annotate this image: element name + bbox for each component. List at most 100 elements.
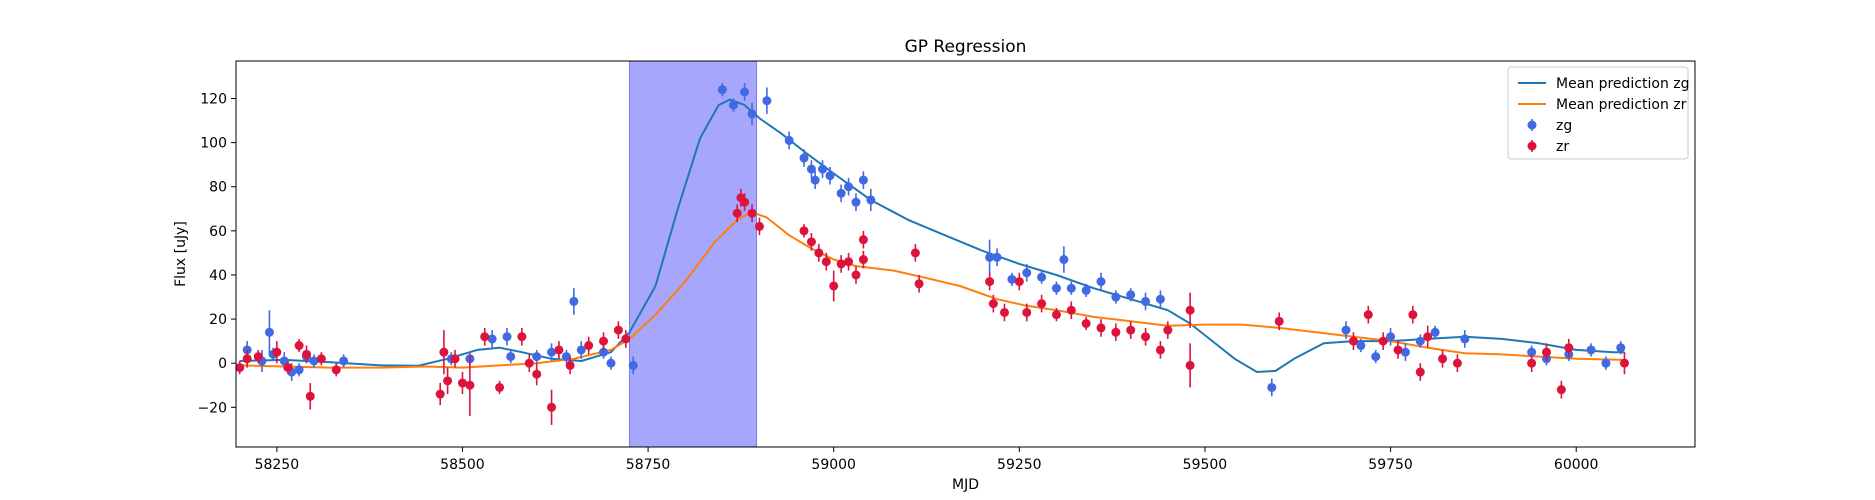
x-tick-label-2: 58750 [626, 457, 671, 473]
data-point-zr-61 [1185, 360, 1195, 370]
data-point-zg-28 [784, 135, 794, 145]
data-point-zg-27 [762, 96, 772, 106]
data-point-zg-42 [1022, 268, 1032, 278]
data-point-zg-9 [339, 356, 349, 366]
data-point-zr-19 [524, 358, 534, 368]
data-point-zg-66 [1601, 358, 1611, 368]
y-tick-label-3: 40 [209, 268, 227, 284]
data-point-zr-58 [1155, 345, 1165, 355]
legend: Mean prediction zg Mean prediction zr zg zr [1507, 66, 1690, 160]
data-point-zg-35 [844, 182, 854, 192]
x-axis-label: MJD [952, 477, 979, 493]
data-point-zr-17 [495, 382, 505, 392]
data-point-zg-53 [1267, 382, 1277, 392]
data-point-zg-32 [818, 164, 828, 174]
data-point-zr-57 [1141, 332, 1151, 342]
data-point-zg-22 [628, 360, 638, 370]
data-point-zg-16 [547, 347, 557, 357]
data-point-zg-51 [1141, 296, 1151, 306]
data-point-zr-70 [1438, 354, 1448, 364]
data-point-zg-34 [836, 188, 846, 198]
series-line-0 [239, 98, 1625, 373]
data-point-zg-25 [740, 87, 750, 97]
data-point-zr-32 [754, 221, 764, 231]
data-point-zr-23 [565, 360, 575, 370]
data-point-zg-14 [506, 352, 516, 362]
data-point-zg-31 [810, 175, 820, 185]
data-point-zr-31 [747, 208, 757, 218]
x-tick-label-7: 60000 [1554, 457, 1599, 473]
data-point-zr-62 [1274, 316, 1284, 326]
data-point-zg-60 [1430, 327, 1440, 337]
data-point-zr-44 [914, 279, 924, 289]
data-point-zr-42 [858, 235, 868, 245]
x-tick-label-1: 58500 [440, 457, 485, 473]
data-point-zr-50 [1037, 299, 1047, 309]
data-point-zg-24 [728, 100, 738, 110]
data-point-zr-13 [450, 354, 460, 364]
data-point-zg-30 [806, 164, 816, 174]
data-point-zr-25 [599, 336, 609, 346]
data-point-zr-0 [236, 363, 245, 373]
data-point-zg-52 [1155, 294, 1165, 304]
data-point-zr-21 [547, 402, 557, 412]
data-point-zr-11 [439, 347, 449, 357]
series-points-zr [236, 188, 1629, 425]
y-tick-label-0: −20 [197, 400, 227, 416]
data-point-zg-62 [1527, 347, 1537, 357]
data-point-zr-12 [443, 376, 453, 386]
data-point-zr-37 [829, 281, 839, 291]
data-point-zr-4 [283, 363, 293, 373]
x-tick-label-4: 59250 [997, 457, 1042, 473]
data-point-zr-56 [1126, 325, 1136, 335]
data-point-zr-54 [1096, 323, 1106, 333]
y-tick-label-4: 60 [209, 224, 227, 240]
data-point-zr-53 [1081, 318, 1091, 328]
data-point-zg-44 [1051, 283, 1061, 293]
data-point-zr-43 [910, 248, 920, 258]
data-point-zr-68 [1415, 367, 1425, 377]
data-point-zr-39 [844, 257, 854, 267]
data-point-zr-73 [1542, 347, 1552, 357]
y-axis-label: Flux [uJy] [173, 221, 189, 287]
data-point-zr-10 [435, 389, 445, 399]
plot-frame [235, 60, 1696, 448]
data-point-zg-4 [279, 356, 289, 366]
data-point-zr-76 [1619, 358, 1629, 368]
data-point-zg-59 [1415, 336, 1425, 346]
y-tick-label-7: 120 [200, 91, 227, 107]
data-point-zg-46 [1066, 283, 1076, 293]
data-point-zr-55 [1111, 327, 1121, 337]
data-point-zr-71 [1452, 358, 1462, 368]
data-point-zr-45 [985, 277, 995, 287]
data-point-zg-57 [1386, 332, 1396, 342]
data-point-zr-47 [999, 307, 1009, 317]
data-point-zg-43 [1037, 272, 1047, 282]
data-point-zg-13 [502, 332, 512, 342]
data-point-zg-58 [1400, 347, 1410, 357]
data-point-zr-18 [517, 332, 527, 342]
data-point-zr-7 [305, 391, 315, 401]
data-point-zg-54 [1341, 325, 1351, 335]
data-point-zg-39 [985, 252, 995, 262]
data-point-zr-52 [1066, 305, 1076, 315]
data-point-zr-27 [621, 334, 631, 344]
data-point-zr-38 [836, 259, 846, 269]
data-point-zg-12 [487, 334, 497, 344]
data-point-zg-29 [799, 153, 809, 163]
data-point-zr-3 [272, 347, 282, 357]
x-tick-label-5: 59500 [1183, 457, 1228, 473]
shaded-region [629, 61, 757, 447]
chart-title: GP Regression [905, 37, 1027, 57]
data-point-zr-59 [1163, 325, 1173, 335]
data-point-zr-35 [814, 248, 824, 258]
data-point-zg-2 [264, 327, 274, 337]
data-point-zg-20 [599, 347, 609, 357]
data-point-zg-48 [1096, 277, 1106, 287]
x-tick-label-3: 59000 [811, 457, 856, 473]
x-tick-label-0: 58250 [255, 457, 300, 473]
data-point-zr-22 [554, 345, 564, 355]
data-point-zg-36 [851, 197, 861, 207]
plot-area: 58250 58500 58750 59000 59250 59500 59750 60000… [197, 60, 1696, 473]
